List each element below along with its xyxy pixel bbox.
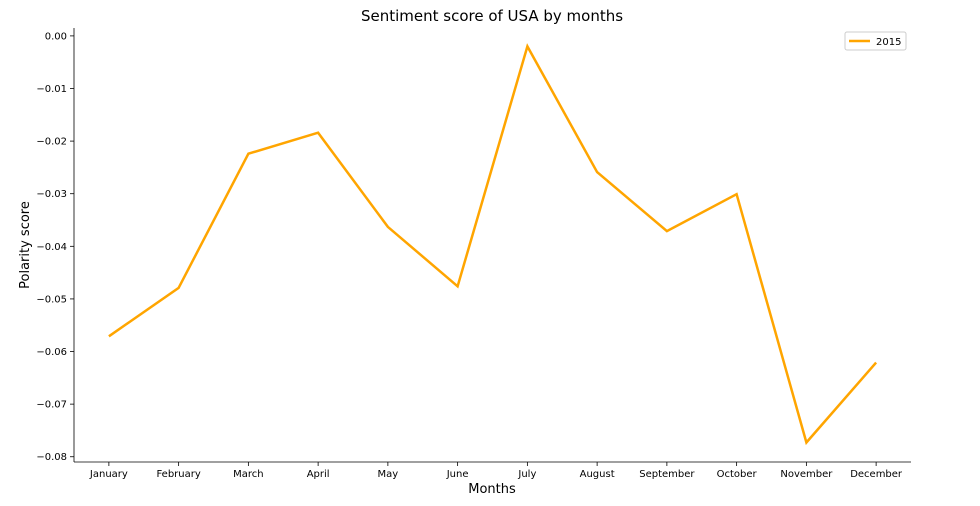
x-tick-label: July (517, 469, 536, 480)
chart-title: Sentiment score of USA by months (361, 7, 623, 25)
series-line-2015 (108, 43, 878, 446)
x-tick-label: December (850, 469, 903, 480)
x-tick-label: November (780, 469, 833, 480)
x-tick-label: January (89, 469, 128, 480)
y-tick-label: −0.04 (36, 242, 67, 253)
y-tick-label: −0.01 (36, 84, 67, 95)
y-tick-label: −0.08 (36, 452, 67, 463)
y-axis-title: Polarity score (18, 201, 33, 289)
y-tick-label: 0.00 (45, 31, 67, 42)
legend-frame (844, 31, 907, 51)
x-tick-label: August (580, 469, 615, 480)
y-tick-label: −0.07 (36, 400, 67, 411)
series-lines (108, 43, 878, 446)
legend: 2015 (844, 31, 907, 51)
legend-label: 2015 (876, 37, 901, 48)
x-axis: January February March April May June July Augu… (74, 461, 911, 480)
y-tick-label: −0.06 (36, 347, 67, 358)
y-tick-label: −0.02 (36, 137, 67, 148)
y-tick-label: −0.05 (36, 294, 67, 305)
x-tick-label: October (717, 469, 758, 480)
x-tick-label: September (639, 469, 695, 480)
x-tick-label: February (156, 469, 200, 480)
x-tick-label: May (378, 469, 399, 480)
y-tick-label: −0.03 (36, 189, 67, 200)
x-tick-label: June (446, 469, 469, 480)
y-axis: 0.00 −0.01 −0.02 −0.03 −0.04 −0.05 −0.06 −0.07 −… (36, 28, 75, 463)
x-tick-label: March (233, 469, 263, 480)
x-axis-title: Months (468, 482, 516, 497)
x-tick-label: April (307, 469, 330, 480)
